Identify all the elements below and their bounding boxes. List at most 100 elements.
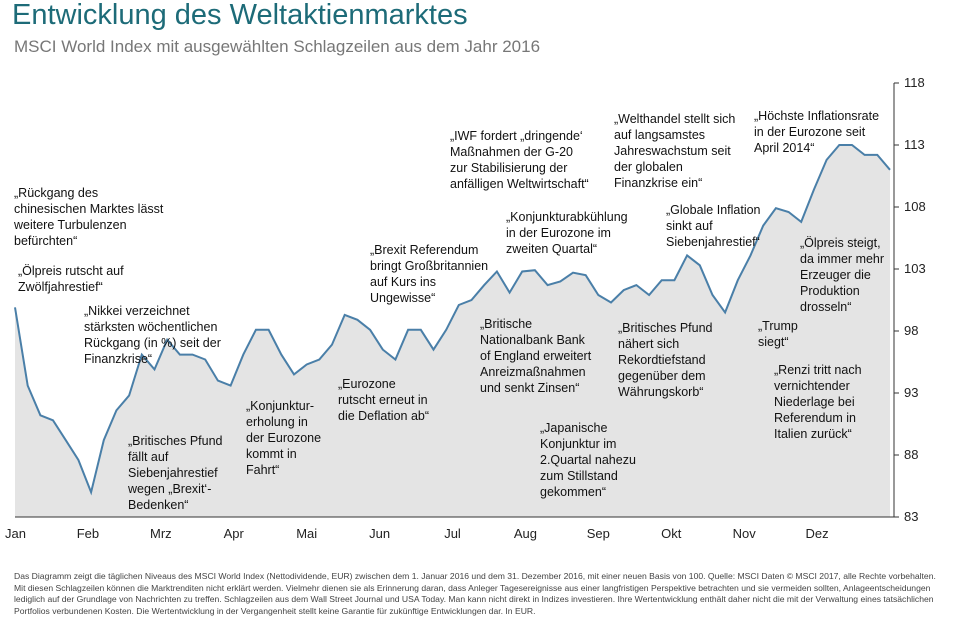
footnote: Das Diagramm zeigt die täglichen Niveaus… [14,571,936,616]
x-tick-label: Jun [369,526,390,541]
annotation-line: „Britisches Pfund [128,434,223,448]
annotation: „Globale Inflation sinkt auf Siebenjahrest… [666,203,761,249]
annotation: „Ölpreis rutscht auf Zwölfjahrestief“ [18,264,124,294]
annotation-line: Italien zurück“ [774,427,852,441]
x-tick-label: Mai [296,526,317,541]
annotation-line: vernichtender [774,379,850,393]
annotation-line: stärksten wöchentlichen [84,320,217,334]
annotation-line: Zwölfjahrestief“ [18,280,103,294]
annotation: „Britische Nationalbank Bank of England er… [480,317,592,395]
annotation: „Ölpreis steigt, da immer mehr Erzeuger di… [800,236,884,314]
y-tick-label: 83 [904,509,918,524]
chart-subtitle: MSCI World Index mit ausgewählten Schlag… [14,37,540,56]
annotation-line: „Ölpreis steigt, [800,236,881,250]
annotation-line: anfälligen Weltwirtschaft“ [450,177,589,191]
annotation-line: „Ölpreis rutscht auf [18,264,124,278]
annotation-line: „Nikkei verzeichnet [84,304,190,318]
annotation-line: „IWF fordert „dringende‘ [450,129,583,143]
annotation-line: Rekordtiefstand [618,353,706,367]
annotation-line: Finanzkrise“ [84,352,152,366]
annotation-line: fällt auf [128,450,169,464]
y-tick-label: 113 [904,137,925,152]
annotation-line: Ungewisse“ [370,291,435,305]
annotation-line: Bedenken“ [128,498,188,512]
x-tick-label: Feb [77,526,99,541]
annotation-line: „Konjunktur- [246,399,314,413]
x-tick-label: Apr [224,526,245,541]
annotation-line: Siebenjahrestief [128,466,218,480]
annotation-line: Währungskorb“ [618,385,703,399]
annotation-line: „Globale Inflation [666,203,761,217]
annotation-line: Finanzkrise ein“ [614,176,702,190]
annotation-line: „Britisches Pfund [618,321,713,335]
x-tick-label: Okt [661,526,682,541]
annotation: „Eurozone rutscht erneut in die Deflation … [338,377,429,423]
annotation: „Japanische Konjunktur im 2.Quartal nahezu… [540,421,636,499]
annotation: „Britisches Pfund fällt auf Siebenjahresti… [127,434,223,512]
x-tick-label: Mrz [150,526,172,541]
annotation-line: in der Eurozone im [506,226,611,240]
annotation-line: „Welthandel stellt sich [614,112,735,126]
annotation-line: gekommen“ [540,485,606,499]
annotation: „Brexit Referendum bringt Großbritannien a… [370,243,488,305]
annotation: „Britisches Pfund nähert sich Rekordtiefst… [618,321,713,399]
annotation-line: erholung in [246,415,308,429]
annotation-line: Maßnahmen der G-20 [450,145,573,159]
annotation: „IWF fordert „dringende‘ Maßnahmen der G-… [450,129,589,191]
y-tick-label: 108 [904,199,926,214]
annotation: „Nikkei verzeichnet stärksten wöchentlich… [84,304,221,366]
x-tick-label: Jan [5,526,26,541]
annotation-line: „Konjunkturabkühlung [506,210,628,224]
annotation: „Renzi tritt nach vernichtender Niederlage… [774,363,862,441]
annotation: „Höchste Inflationsrate in der Eurozone s… [754,109,879,155]
annotation-line: befürchten“ [14,234,77,248]
annotation-line: Siebenjahrestief“ [666,235,760,249]
annotation-line: Konjunktur im [540,437,616,451]
area-fill [15,145,890,517]
line [14,144,891,496]
annotation-line: „Trump [758,319,798,333]
x-tick-label: Dez [806,526,829,541]
annotation-line: gegenüber dem [618,369,706,383]
x-tick-label: Sep [587,526,610,541]
annotation-line: in der Eurozone seit [754,125,866,139]
annotation-line: sinkt auf [666,219,713,233]
y-tick-label: 118 [904,75,925,90]
annotation-line: of England erweitert [480,349,592,363]
annotation: „Welthandel stellt sich auf langsamstes Ja… [614,112,735,190]
annotation-line: „Japanische [540,421,607,435]
annotation-line: „Rückgang des [14,186,98,200]
annotation-line: April 2014“ [754,141,814,155]
x-tick-label: Nov [733,526,757,541]
annotation-line: bringt Großbritannien [370,259,488,273]
annotation-line: kommt in [246,447,297,461]
annotation-line: da immer mehr [800,252,884,266]
annotation: „Rückgang des chinesischen Marktes lässt w… [13,186,164,248]
y-tick-label: 103 [904,261,926,276]
annotation-line: zur Stabilisierung der [450,161,567,175]
annotation-line: nähert sich [618,337,679,351]
annotation-line: rutscht erneut in [338,393,428,407]
annotation-line: der globalen [614,160,683,174]
annotation-line: auf langsamstes [614,128,705,142]
annotation-line: „Brexit Referendum [370,243,478,257]
annotation-line: die Deflation ab“ [338,409,429,423]
y-tick-label: 93 [904,385,918,400]
annotation-line: Erzeuger die [800,268,871,282]
annotation-line: „Britische [480,317,532,331]
annotation-line: Niederlage bei [774,395,855,409]
annotation-line: der Eurozone [246,431,321,445]
y-tick-label: 98 [904,323,918,338]
y-tick-label: 88 [904,447,918,462]
annotation: „Trump siegt“ [758,319,798,349]
annotation-line: siegt“ [758,335,789,349]
annotation-line: zweiten Quartal“ [506,242,597,256]
annotation-line: wegen „Brexit‘- [127,482,211,496]
annotation-line: 2.Quartal nahezu [540,453,636,467]
annotation-line: drosseln“ [800,300,851,314]
annotation-line: zum Stillstand [540,469,618,483]
annotation-line: Rückgang (in %) seit der [84,336,221,350]
x-tick-label: Jul [444,526,461,541]
annotation: „Konjunkturabkühlung in der Eurozone im zw… [506,210,628,256]
chart: Entwicklung des Weltaktienmarktes MSCI W… [5,0,926,541]
